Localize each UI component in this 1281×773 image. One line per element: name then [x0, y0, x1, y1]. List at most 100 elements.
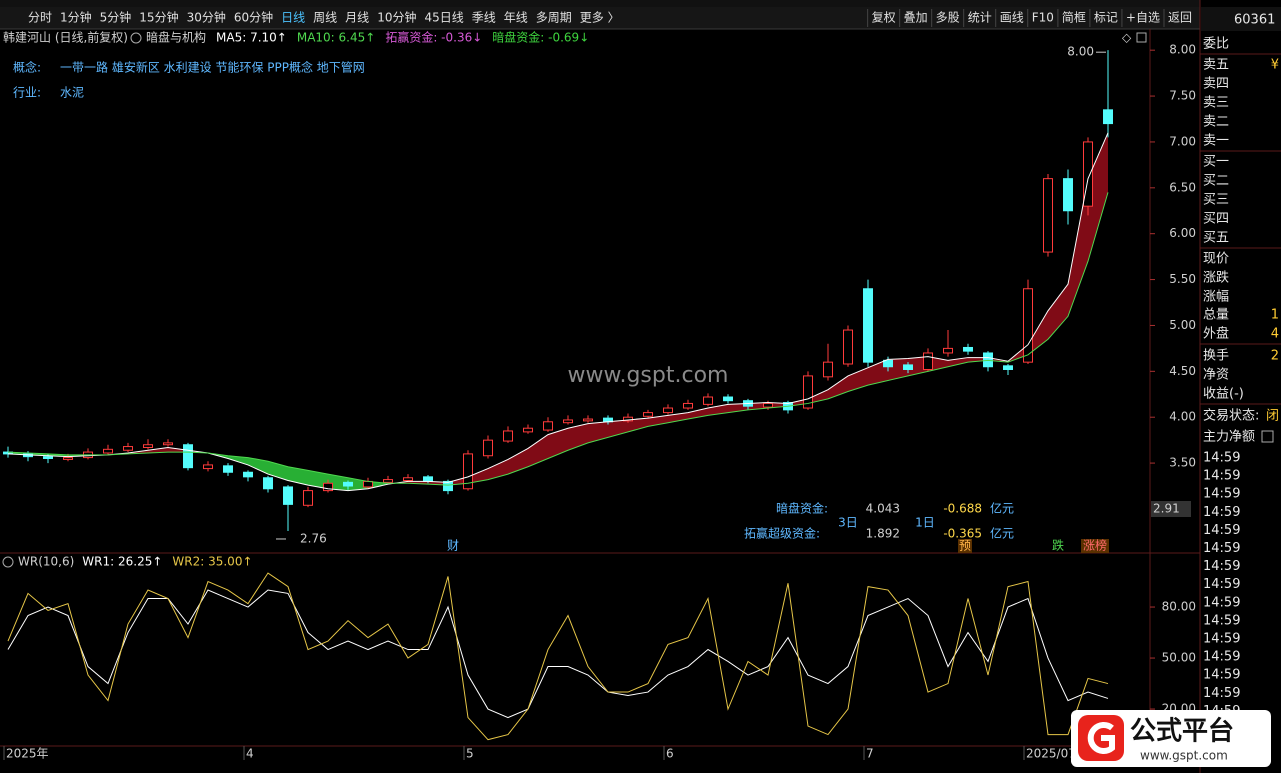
plot: 3.50 4.00 4.50 5.00 5.50 6.00 6.50 7.00 7.50 8.00… — [3, 43, 1196, 761]
toolbar-button[interactable]: 复权 — [872, 11, 896, 25]
top-strip — [0, 0, 1200, 7]
quote-label: 委比 — [1203, 37, 1229, 52]
candle-body — [663, 407, 673, 414]
quote-value: 闭 — [1266, 409, 1279, 424]
period-tab[interactable]: 45日线 — [424, 11, 463, 25]
candle-body — [723, 396, 733, 402]
toolbar-button[interactable]: 叠加 — [904, 11, 928, 25]
quote-label: 卖一 — [1203, 134, 1229, 149]
period-tab[interactable]: 15分钟 — [139, 10, 178, 25]
logo-title: 公式平台 — [1130, 716, 1234, 747]
candle-body — [823, 361, 833, 378]
y-tick-label: 6.00 — [1169, 226, 1196, 240]
window-button[interactable] — [1136, 32, 1147, 43]
candle-body — [923, 352, 933, 370]
quote-label: 买五 — [1203, 231, 1229, 246]
toolbar-button[interactable]: 画线 — [1000, 11, 1024, 25]
toolbar-button[interactable]: 统计 — [968, 11, 992, 25]
fund-col: 1日 — [915, 516, 935, 530]
x-tick-label: 5 — [466, 747, 474, 761]
quote-label: 主力净额 — [1203, 430, 1255, 445]
x-tick-label: 7 — [866, 747, 874, 761]
fund-indicator: 拓赢资金: -0.36↓ — [385, 30, 482, 45]
tick-time: 14:59 — [1203, 487, 1240, 502]
tick-time: 14:59 — [1203, 541, 1240, 556]
candle-body — [903, 364, 913, 370]
candle-body — [263, 477, 273, 490]
quote-value: 4 — [1271, 327, 1279, 342]
toolbar-button[interactable]: +自选 — [1126, 11, 1160, 25]
tick-time: 14:59 — [1203, 686, 1240, 701]
candle-body — [863, 288, 873, 363]
tick-time: 14:59 — [1203, 595, 1240, 610]
candle-body — [1063, 178, 1073, 212]
period-tab[interactable]: 60分钟 — [234, 10, 273, 25]
period-tab[interactable]: 30分钟 — [187, 10, 226, 25]
candle-body — [183, 444, 193, 469]
tick-time: 14:59 — [1203, 559, 1240, 574]
tick-time: 14:59 — [1203, 451, 1240, 466]
period-tab[interactable]: 10分钟 — [377, 10, 416, 25]
x-tick-label: 2025年 — [6, 747, 49, 761]
quote-value: 2 — [1271, 349, 1279, 364]
candle-body — [543, 421, 553, 431]
fund-unit: 亿元 — [990, 501, 1014, 516]
period-tab[interactable]: 分时 — [28, 11, 52, 25]
toolbar-button[interactable]: 返回 — [1168, 11, 1192, 25]
ma-band — [288, 466, 308, 486]
wr-title: WR(10,6) — [18, 555, 74, 569]
candle-body — [223, 465, 233, 473]
ma-band — [228, 455, 248, 465]
period-tab[interactable]: 月线 — [345, 11, 369, 25]
tick-time: 14:59 — [1203, 668, 1240, 683]
ma-band — [588, 421, 608, 443]
indicator-name: 暗盘与机构 — [146, 30, 206, 45]
candle-body — [683, 402, 693, 409]
toolbar-button[interactable]: 标记 — [1094, 11, 1118, 25]
candle-body — [563, 419, 573, 424]
period-tab[interactable]: 多周期 — [536, 11, 572, 25]
quote-label: 卖五 — [1203, 58, 1229, 73]
cursor-price-box — [1151, 501, 1191, 517]
candle-body — [803, 375, 813, 409]
candle-body — [763, 402, 773, 408]
period-tab[interactable]: 年线 — [504, 11, 528, 25]
period-tab[interactable]: 周线 — [313, 11, 337, 25]
settings-icon[interactable] — [2, 556, 14, 568]
ma-band — [148, 447, 168, 453]
settings-icon[interactable] — [130, 32, 142, 44]
logo-url: www.gspt.com — [1140, 749, 1228, 763]
panel-icon[interactable] — [1261, 430, 1274, 443]
period-tab[interactable]: 5分钟 — [100, 10, 132, 25]
fund-col: 3日 — [838, 516, 858, 530]
candle-body — [303, 490, 313, 506]
ma-band — [1048, 284, 1068, 340]
annotation-label: 8.00 — [1067, 45, 1094, 59]
candle-body — [163, 442, 173, 446]
logo-g — [1087, 722, 1115, 754]
toolbar-button[interactable]: F10 — [1032, 11, 1054, 25]
industry-label: 行业: — [13, 86, 41, 100]
candle-body — [1023, 288, 1033, 363]
period-tab[interactable]: 日线 — [281, 11, 305, 25]
ma-band — [248, 457, 268, 475]
diamond-icon: ◇ — [1122, 31, 1132, 45]
wr-legend: WR1: 26.25↑ — [82, 555, 162, 569]
ma-line — [7, 192, 1109, 486]
quote-label: 买二 — [1203, 174, 1229, 189]
toolbar-button[interactable]: 简框 — [1062, 11, 1086, 25]
ma-band — [508, 448, 528, 475]
candle-body — [703, 396, 713, 405]
y-tick-label: 3.50 — [1169, 456, 1196, 470]
concept-label: 概念: — [13, 60, 41, 75]
period-tab[interactable]: 季线 — [472, 11, 496, 25]
x-tick-label: 6 — [666, 747, 674, 761]
period-tab[interactable]: 1分钟 — [60, 10, 92, 25]
candle-body — [503, 430, 513, 442]
quote-label: 卖四 — [1203, 77, 1229, 92]
toolbar-button[interactable]: 多股 — [936, 11, 960, 25]
period-tab[interactable]: 更多 〉 — [580, 11, 620, 25]
fund-indicator: 暗盘资金: -0.69↓ — [492, 30, 589, 45]
signal-marker: 跌 — [1052, 538, 1064, 553]
